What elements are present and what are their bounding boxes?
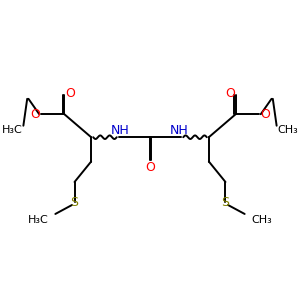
Text: O: O	[145, 161, 155, 174]
Text: NH: NH	[170, 124, 189, 136]
Text: S: S	[70, 196, 79, 209]
Text: O: O	[65, 87, 75, 100]
Text: S: S	[221, 196, 230, 209]
Text: O: O	[30, 108, 40, 121]
Text: O: O	[225, 87, 235, 100]
Text: NH: NH	[111, 124, 130, 136]
Text: CH₃: CH₃	[277, 125, 298, 135]
Text: H₃C: H₃C	[27, 215, 48, 225]
Text: CH₃: CH₃	[252, 215, 273, 225]
Text: O: O	[260, 108, 270, 121]
Text: H₃C: H₃C	[2, 125, 23, 135]
